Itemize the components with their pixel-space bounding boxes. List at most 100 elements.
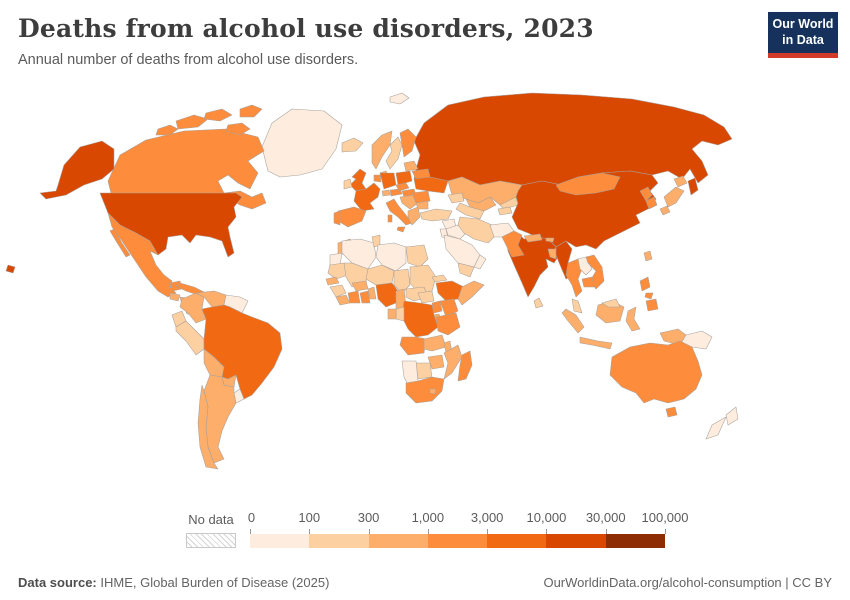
- country-java[interactable]: [579, 336, 613, 350]
- country-romania[interactable]: [411, 190, 431, 204]
- country-iceland[interactable]: [341, 137, 364, 153]
- country-bangladesh[interactable]: [547, 248, 557, 260]
- country-madagascar[interactable]: [457, 350, 473, 382]
- country-germany[interactable]: [379, 172, 397, 190]
- legend-bucket-5[interactable]: [546, 534, 606, 548]
- country-nigeria[interactable]: [375, 282, 399, 308]
- country-libya[interactable]: [375, 242, 407, 272]
- country-tajikistan[interactable]: [497, 206, 513, 216]
- legend-bucket-2[interactable]: [368, 534, 428, 548]
- country-iran[interactable]: [457, 216, 495, 244]
- country-russia[interactable]: [413, 92, 733, 186]
- country-new-zealand[interactable]: [705, 406, 739, 440]
- country-bulgaria[interactable]: [415, 200, 429, 210]
- country-norway[interactable]: [371, 130, 393, 170]
- country-cambodia[interactable]: [581, 276, 595, 288]
- country-yemen[interactable]: [457, 262, 475, 278]
- country-baja[interactable]: [109, 228, 131, 258]
- country-saudi-arabia[interactable]: [443, 234, 481, 268]
- country-baltics[interactable]: [403, 160, 419, 172]
- country-ireland[interactable]: [343, 178, 353, 190]
- country-australia[interactable]: [609, 340, 703, 404]
- country-somalia[interactable]: [457, 280, 485, 306]
- owid-logo[interactable]: Our World in Data: [768, 12, 838, 58]
- legend-bucket-3[interactable]: [427, 534, 488, 548]
- country-zambia[interactable]: [423, 334, 447, 352]
- country-pakistan[interactable]: [501, 230, 525, 258]
- country-guinea[interactable]: [329, 284, 347, 298]
- country-eritrea[interactable]: [431, 274, 448, 283]
- country-alaska[interactable]: [39, 140, 115, 200]
- country-spain[interactable]: [337, 206, 367, 228]
- country-south-korea[interactable]: [645, 196, 658, 210]
- country-japan[interactable]: [659, 175, 688, 216]
- country-tasmania[interactable]: [665, 406, 678, 418]
- country-gabon[interactable]: [387, 308, 397, 320]
- country-sumatra[interactable]: [561, 308, 585, 334]
- country-dr-congo[interactable]: [401, 300, 439, 338]
- country-greece[interactable]: [407, 206, 421, 226]
- country-ukraine[interactable]: [413, 176, 449, 194]
- country-oman[interactable]: [473, 254, 487, 270]
- country-mozambique[interactable]: [443, 344, 463, 380]
- country-mauritania[interactable]: [327, 262, 349, 280]
- country-turkmenistan[interactable]: [455, 202, 485, 220]
- country-zimbabwe[interactable]: [427, 354, 445, 370]
- country-sri-lanka[interactable]: [533, 297, 544, 309]
- country-ivory-coast[interactable]: [347, 290, 361, 304]
- country-burkina-faso[interactable]: [351, 280, 369, 292]
- country-senegal[interactable]: [325, 276, 340, 286]
- country-ghana[interactable]: [359, 290, 371, 304]
- country-algeria[interactable]: [341, 238, 377, 270]
- legend-bucket-0[interactable]: [250, 534, 310, 548]
- country-peru[interactable]: [175, 320, 205, 356]
- country-bhutan[interactable]: [545, 237, 555, 243]
- country-greenland[interactable]: [261, 108, 343, 178]
- legend-color-bar[interactable]: [250, 534, 665, 548]
- legend-no-data[interactable]: No data: [186, 512, 236, 548]
- country-nepal[interactable]: [523, 233, 543, 243]
- country-malaysia-peninsula[interactable]: [571, 298, 583, 314]
- country-togo-benin[interactable]: [367, 286, 377, 300]
- country-uk[interactable]: [349, 168, 367, 192]
- country-south-sudan[interactable]: [417, 290, 435, 304]
- country-portugal[interactable]: [333, 210, 341, 226]
- legend-bucket-4[interactable]: [487, 534, 547, 548]
- country-philippines[interactable]: [639, 276, 659, 312]
- country-kenya[interactable]: [439, 298, 459, 318]
- country-finland[interactable]: [399, 128, 417, 158]
- owid-link[interactable]: OurWorldinData.org/alcohol-consumption |…: [543, 575, 832, 590]
- country-france[interactable]: [353, 182, 381, 212]
- country-uganda[interactable]: [431, 300, 443, 314]
- country-congo[interactable]: [395, 306, 405, 322]
- no-data-swatch[interactable]: [186, 533, 236, 548]
- country-turkey[interactable]: [419, 208, 453, 222]
- country-canada-islands[interactable]: [155, 104, 263, 136]
- country-laos[interactable]: [577, 256, 593, 276]
- country-benelux[interactable]: [373, 174, 382, 183]
- country-tanzania[interactable]: [435, 312, 461, 336]
- country-svalbard[interactable]: [389, 92, 410, 105]
- country-hawaii[interactable]: [5, 264, 16, 274]
- country-sierraleone-liberia[interactable]: [335, 294, 351, 306]
- country-south-africa[interactable]: [405, 376, 445, 404]
- country-malaysia-borneo[interactable]: [601, 298, 621, 308]
- country-taiwan[interactable]: [643, 250, 653, 262]
- legend-bucket-6[interactable]: [605, 534, 665, 548]
- country-botswana[interactable]: [415, 362, 433, 380]
- country-guatemala[interactable]: [169, 292, 181, 302]
- country-sulawesi[interactable]: [625, 306, 641, 332]
- country-egypt[interactable]: [405, 244, 429, 268]
- country-switzerland[interactable]: [381, 189, 391, 197]
- country-chile[interactable]: [197, 384, 219, 470]
- country-poland[interactable]: [395, 170, 413, 186]
- country-balkans[interactable]: [399, 194, 419, 210]
- country-north-korea[interactable]: [639, 186, 653, 202]
- country-caucasus[interactable]: [447, 192, 465, 204]
- country-lesotho[interactable]: [429, 388, 437, 395]
- country-czechia[interactable]: [395, 182, 410, 192]
- country-mongolia[interactable]: [555, 172, 621, 196]
- legend-bucket-1[interactable]: [309, 534, 369, 548]
- country-sweden[interactable]: [385, 136, 403, 170]
- country-sakhalin[interactable]: [687, 177, 699, 196]
